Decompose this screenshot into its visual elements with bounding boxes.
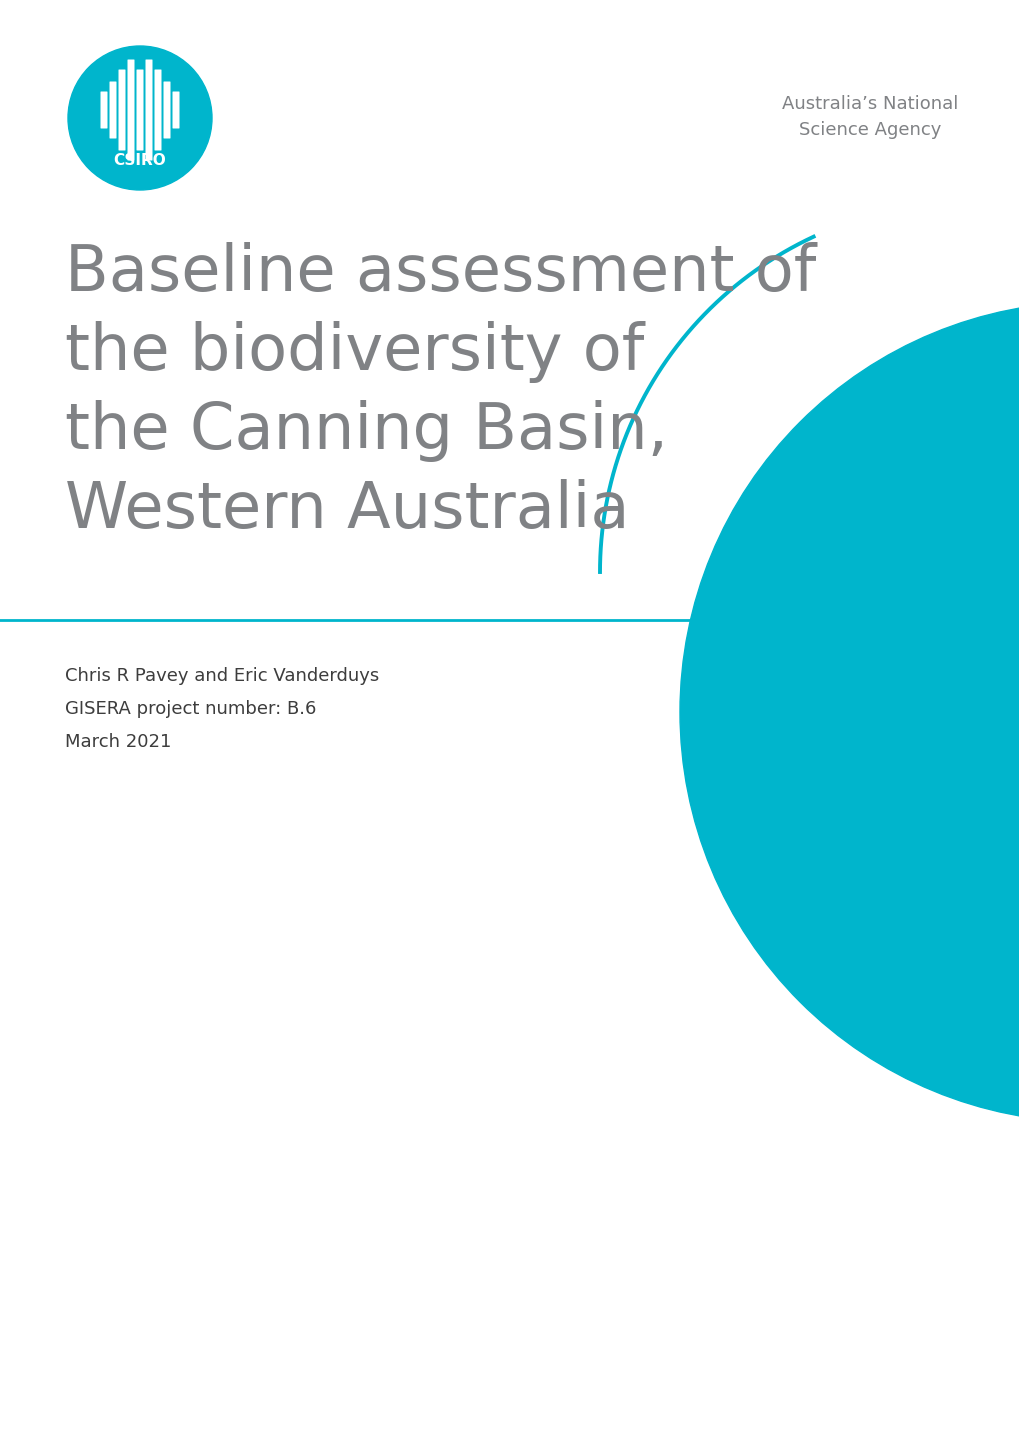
FancyBboxPatch shape: [109, 82, 116, 138]
FancyBboxPatch shape: [146, 59, 153, 160]
FancyBboxPatch shape: [172, 91, 179, 128]
Text: CSIRO: CSIRO: [113, 153, 166, 169]
FancyBboxPatch shape: [163, 82, 170, 138]
Text: Chris R Pavey and Eric Vanderduys: Chris R Pavey and Eric Vanderduys: [65, 668, 379, 685]
FancyBboxPatch shape: [137, 69, 144, 150]
FancyBboxPatch shape: [118, 69, 125, 150]
Text: Australia’s National
Science Agency: Australia’s National Science Agency: [781, 95, 957, 140]
Text: March 2021: March 2021: [65, 733, 171, 751]
FancyBboxPatch shape: [101, 91, 107, 128]
Text: GISERA project number: B.6: GISERA project number: B.6: [65, 699, 316, 718]
FancyBboxPatch shape: [127, 59, 135, 160]
FancyBboxPatch shape: [154, 69, 161, 150]
Circle shape: [68, 46, 212, 190]
Text: Baseline assessment of
the biodiversity of
the Canning Basin,
Western Australia: Baseline assessment of the biodiversity …: [65, 242, 815, 541]
Circle shape: [680, 301, 1019, 1122]
